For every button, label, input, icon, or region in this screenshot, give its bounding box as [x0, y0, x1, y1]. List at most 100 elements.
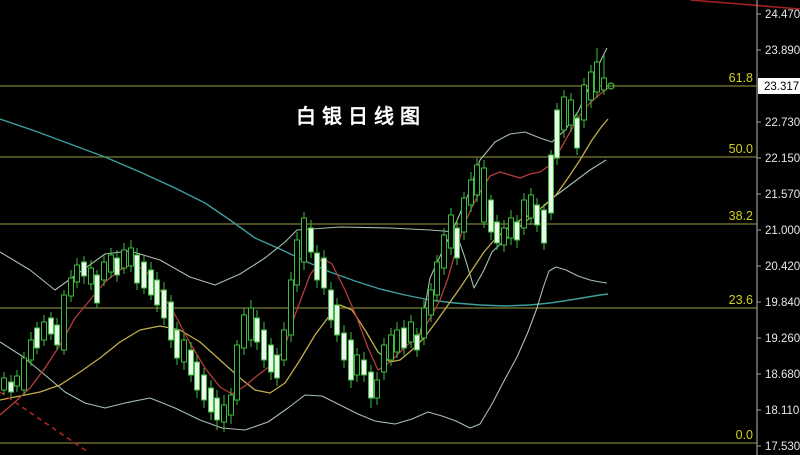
candle-body [521, 199, 527, 229]
candle-body [394, 329, 400, 353]
candle-body [408, 321, 414, 343]
candle-body [581, 84, 587, 121]
candle-body [354, 354, 360, 376]
lower-band [0, 266, 608, 431]
candle-body [428, 289, 434, 316]
candle-body [488, 199, 494, 233]
candle-body [241, 314, 247, 349]
candle-body [434, 261, 440, 296]
candle-body [61, 294, 67, 351]
candle-body [334, 304, 340, 336]
candle-body [68, 277, 74, 297]
candle-body [381, 344, 387, 373]
axis-tick-label: 19.840 [765, 297, 800, 309]
candle-body [534, 204, 540, 226]
candle-body [268, 344, 274, 373]
axis-tick-label: 24.470 [765, 9, 800, 21]
candle-body [374, 379, 380, 399]
candle-body [201, 374, 207, 401]
candle-body [568, 99, 574, 126]
candle-body [134, 254, 140, 284]
candle-body [108, 254, 114, 273]
candle-body [528, 194, 534, 219]
candle-body [561, 96, 567, 131]
candle-body [341, 332, 347, 361]
axis-tick-label: 19.260 [765, 333, 800, 345]
candle-body [141, 261, 147, 289]
candle-body [14, 375, 20, 387]
candle-body [308, 227, 314, 253]
candle-body [94, 274, 100, 304]
candle-body [594, 61, 600, 93]
candle-body [501, 227, 507, 246]
candle-body [181, 339, 187, 363]
axis-tick-label: 17.530 [765, 441, 800, 453]
current-price-tag [758, 78, 800, 94]
fib-level-label: 23.6 [729, 293, 753, 307]
candle-body [128, 247, 134, 267]
candle-body [74, 264, 80, 283]
candle-body [301, 217, 307, 263]
trendline-descending-top [689, 0, 800, 10]
current-price-label: 23.317 [764, 81, 799, 93]
candle-body [214, 397, 220, 421]
candle-body [234, 344, 240, 401]
candle-body [414, 334, 420, 351]
candle-body [101, 261, 107, 281]
axis-tick-label: 22.730 [765, 117, 800, 129]
chart-title: 白银日线图 [296, 104, 426, 128]
candle-body [468, 179, 474, 206]
axis-tick-label: 23.890 [765, 45, 800, 57]
candle-body [221, 404, 227, 423]
candle-body [174, 329, 180, 359]
axis-tick-label: 20.420 [765, 261, 800, 273]
candle-body [441, 234, 447, 269]
axis-tick-label: 18.680 [765, 369, 800, 381]
candle-body [588, 71, 594, 101]
candle-body [188, 349, 194, 376]
candle-body [21, 357, 27, 391]
candle-body [274, 354, 280, 379]
candle-body [194, 361, 200, 391]
candle-body [574, 117, 580, 149]
candle-body [208, 387, 214, 413]
candle-body [154, 279, 160, 306]
fib-level-label: 61.8 [729, 71, 753, 85]
axis-tick-label: 18.110 [765, 405, 799, 417]
fib-level-label: 38.2 [729, 209, 753, 223]
candle-body [254, 317, 260, 343]
candle-body [314, 252, 320, 281]
candle-body [48, 317, 54, 335]
candle-body [261, 329, 267, 361]
candle-body [1, 377, 7, 391]
candle-body [148, 269, 154, 296]
candle-body [514, 221, 520, 241]
candle-body [321, 257, 327, 289]
candle-body [348, 339, 354, 381]
candle-body [121, 249, 127, 269]
candle-body [461, 197, 467, 233]
axis-tick-label: 21.000 [765, 225, 800, 237]
candle-body [481, 167, 487, 223]
teal-long-ma [0, 118, 609, 307]
candle-body [388, 334, 394, 361]
candle-body [328, 289, 334, 321]
candle-body [474, 164, 480, 196]
candle-body [248, 307, 254, 341]
last-price-marker [607, 82, 615, 90]
candle-body [508, 217, 514, 239]
candle-body [34, 327, 40, 349]
axis-tick-label: 22.150 [765, 153, 800, 165]
fib-level-label: 50.0 [729, 142, 753, 156]
candle-body [281, 329, 287, 361]
candle-body [541, 209, 547, 244]
candle-body [401, 327, 407, 349]
candle-body [228, 394, 234, 416]
candle-body [41, 321, 47, 341]
fib-level-label: 0.0 [736, 428, 753, 442]
candle-body [288, 279, 294, 336]
candle-body [294, 239, 300, 286]
